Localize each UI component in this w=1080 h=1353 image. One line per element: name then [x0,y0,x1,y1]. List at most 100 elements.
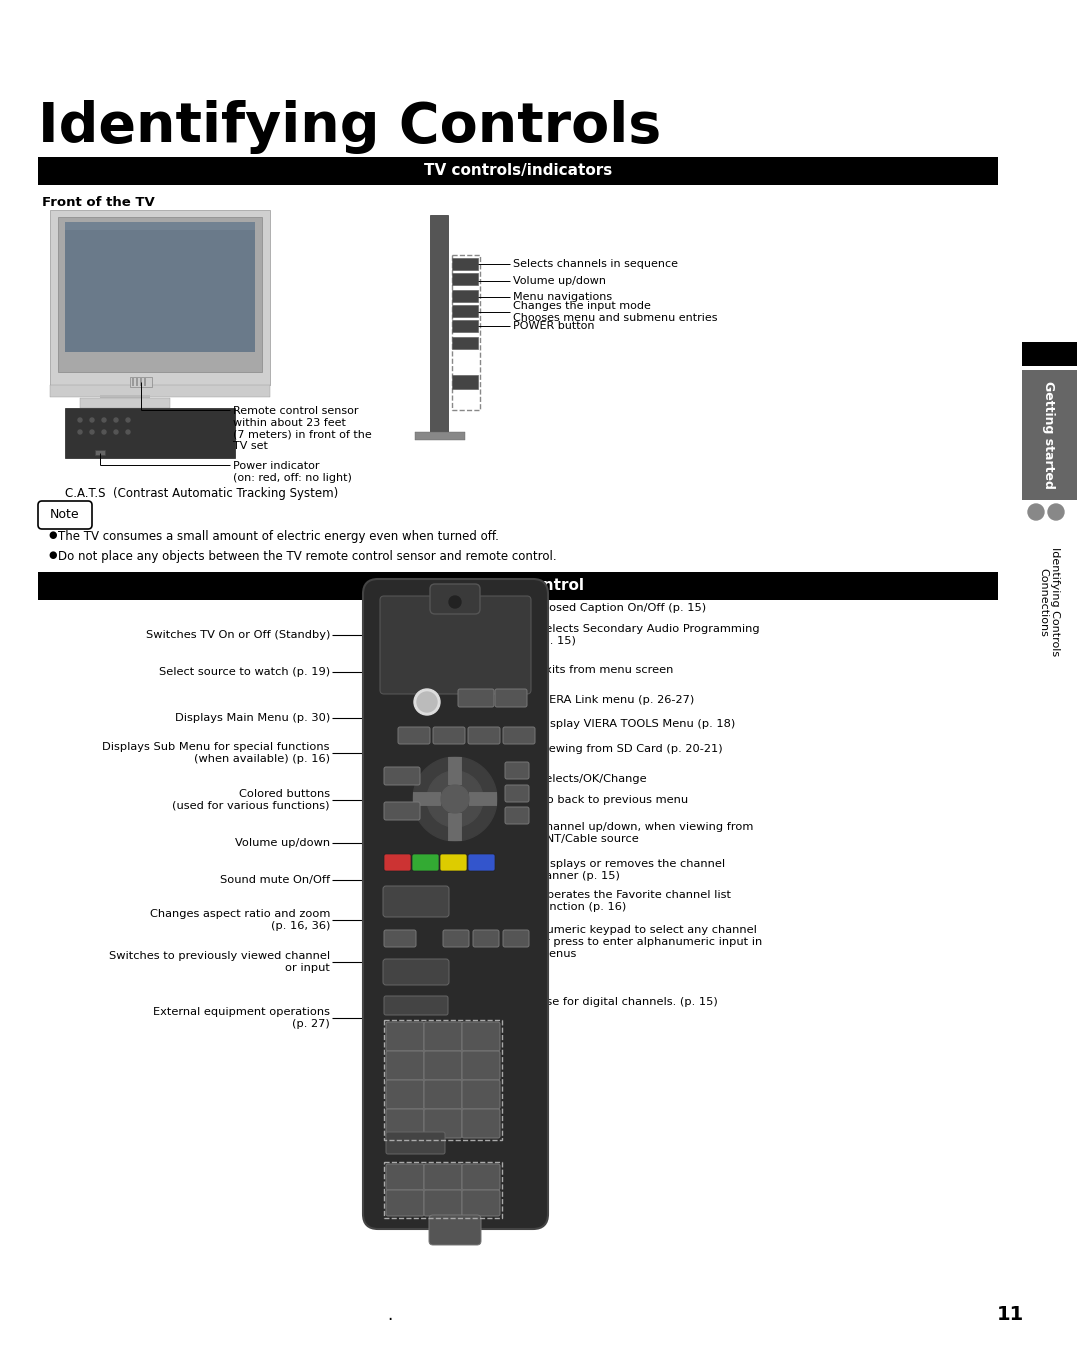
Bar [95,451,105,455]
Text: Sound mute On/Off: Sound mute On/Off [220,875,330,885]
Circle shape [126,418,130,422]
FancyBboxPatch shape [411,854,438,871]
FancyBboxPatch shape [384,767,420,785]
Circle shape [114,418,118,422]
FancyBboxPatch shape [386,1080,424,1109]
Circle shape [427,771,483,827]
FancyBboxPatch shape [386,1164,424,1191]
FancyBboxPatch shape [462,1080,500,1109]
Text: Changes the input mode
Chooses menu and submenu entries: Changes the input mode Chooses menu and … [513,302,717,323]
Bar [415,432,465,440]
Text: Numeric keypad to select any channel
or press to enter alphanumeric input in
men: Numeric keypad to select any channel or … [538,925,762,958]
Circle shape [78,430,82,434]
Bar [453,258,478,271]
Bar [65,222,255,230]
Bar [80,398,170,409]
Text: Display VIERA TOOLS Menu (p. 18): Display VIERA TOOLS Menu (p. 18) [538,718,735,729]
Circle shape [114,430,118,434]
Text: Power indicator
(on: red, off: no light): Power indicator (on: red, off: no light) [233,461,352,483]
Text: Do not place any objects between the TV remote control sensor and remote control: Do not place any objects between the TV … [58,551,556,563]
Text: Switches TV On or Off (Standby): Switches TV On or Off (Standby) [146,630,330,640]
FancyBboxPatch shape [440,854,467,871]
FancyBboxPatch shape [430,584,480,614]
Text: Volume up/down: Volume up/down [513,276,606,285]
FancyBboxPatch shape [458,689,494,708]
FancyBboxPatch shape [424,1164,462,1191]
Bar [453,273,478,285]
Text: Getting started: Getting started [1042,382,1055,488]
FancyBboxPatch shape [384,854,411,871]
FancyBboxPatch shape [386,1022,424,1051]
Text: TV controls/indicators: TV controls/indicators [423,164,612,179]
Bar [65,222,255,352]
Text: Changes aspect ratio and zoom
(p. 16, 36): Changes aspect ratio and zoom (p. 16, 36… [150,909,330,931]
Text: ·: · [388,1311,393,1329]
FancyBboxPatch shape [386,1191,424,1216]
FancyBboxPatch shape [424,1109,462,1138]
FancyBboxPatch shape [386,1051,424,1080]
FancyBboxPatch shape [38,501,92,529]
Text: Note: Note [50,509,80,521]
Bar [430,215,448,436]
Text: Selects/OK/Change: Selects/OK/Change [538,774,647,783]
Bar [50,210,270,386]
Text: External equipment operations
(p. 27): External equipment operations (p. 27) [153,1007,330,1028]
Circle shape [78,418,82,422]
FancyBboxPatch shape [503,727,535,744]
Text: Viewing from SD Card (p. 20-21): Viewing from SD Card (p. 20-21) [538,744,723,754]
Text: The TV consumes a small amount of electric energy even when turned off.: The TV consumes a small amount of electr… [58,530,499,543]
FancyBboxPatch shape [443,930,469,947]
Text: C.A.T.S  (Contrast Automatic Tracking System): C.A.T.S (Contrast Automatic Tracking Sys… [65,487,338,501]
Circle shape [1048,505,1064,520]
FancyBboxPatch shape [424,1051,462,1080]
FancyBboxPatch shape [424,1022,462,1051]
FancyBboxPatch shape [383,886,449,917]
Bar [38,572,998,599]
FancyBboxPatch shape [462,1109,500,1138]
FancyBboxPatch shape [462,1051,500,1080]
Bar [453,304,478,317]
Bar [140,377,141,386]
Text: 11: 11 [997,1306,1024,1325]
Circle shape [102,430,106,434]
Text: Displays Sub Menu for special functions
(when available) (p. 16): Displays Sub Menu for special functions … [103,743,330,764]
Text: VIERA Link menu (p. 26-27): VIERA Link menu (p. 26-27) [538,695,694,705]
Bar [130,377,152,387]
FancyBboxPatch shape [433,727,465,744]
Bar [132,377,134,386]
Circle shape [90,418,94,422]
FancyBboxPatch shape [380,597,531,694]
Bar [38,157,998,185]
FancyBboxPatch shape [383,959,449,985]
Text: Switches to previously viewed channel
or input: Switches to previously viewed channel or… [109,951,330,973]
Circle shape [414,689,440,714]
Text: Channel up/down, when viewing from
ANT/Cable source: Channel up/down, when viewing from ANT/C… [538,823,754,844]
FancyBboxPatch shape [363,579,548,1229]
Bar [1022,369,1077,501]
FancyBboxPatch shape [399,727,430,744]
FancyBboxPatch shape [473,930,499,947]
Text: ●: ● [48,530,56,540]
Circle shape [449,597,461,607]
Text: POWER button: POWER button [513,321,594,331]
Bar [136,377,138,386]
Circle shape [417,691,437,712]
FancyBboxPatch shape [386,1132,445,1154]
Circle shape [413,756,497,842]
FancyBboxPatch shape [429,1215,481,1245]
FancyBboxPatch shape [384,802,420,820]
Text: Identifying Controls
Connections: Identifying Controls Connections [1038,548,1059,656]
Text: Colored buttons
(used for various functions): Colored buttons (used for various functi… [173,789,330,810]
FancyBboxPatch shape [462,1164,500,1191]
Text: Identifying Controls: Identifying Controls [38,100,661,154]
FancyBboxPatch shape [424,1080,462,1109]
FancyBboxPatch shape [462,1191,500,1216]
FancyBboxPatch shape [503,930,529,947]
Text: Remote control: Remote control [453,579,584,594]
Text: Selects Secondary Audio Programming
(p. 15): Selects Secondary Audio Programming (p. … [538,624,759,645]
Bar [1022,342,1077,367]
FancyBboxPatch shape [384,996,448,1015]
FancyBboxPatch shape [424,1191,462,1216]
Text: Remote control sensor
within about 23 feet
(7 meters) in front of the
TV set: Remote control sensor within about 23 fe… [233,406,372,451]
FancyBboxPatch shape [505,785,529,802]
